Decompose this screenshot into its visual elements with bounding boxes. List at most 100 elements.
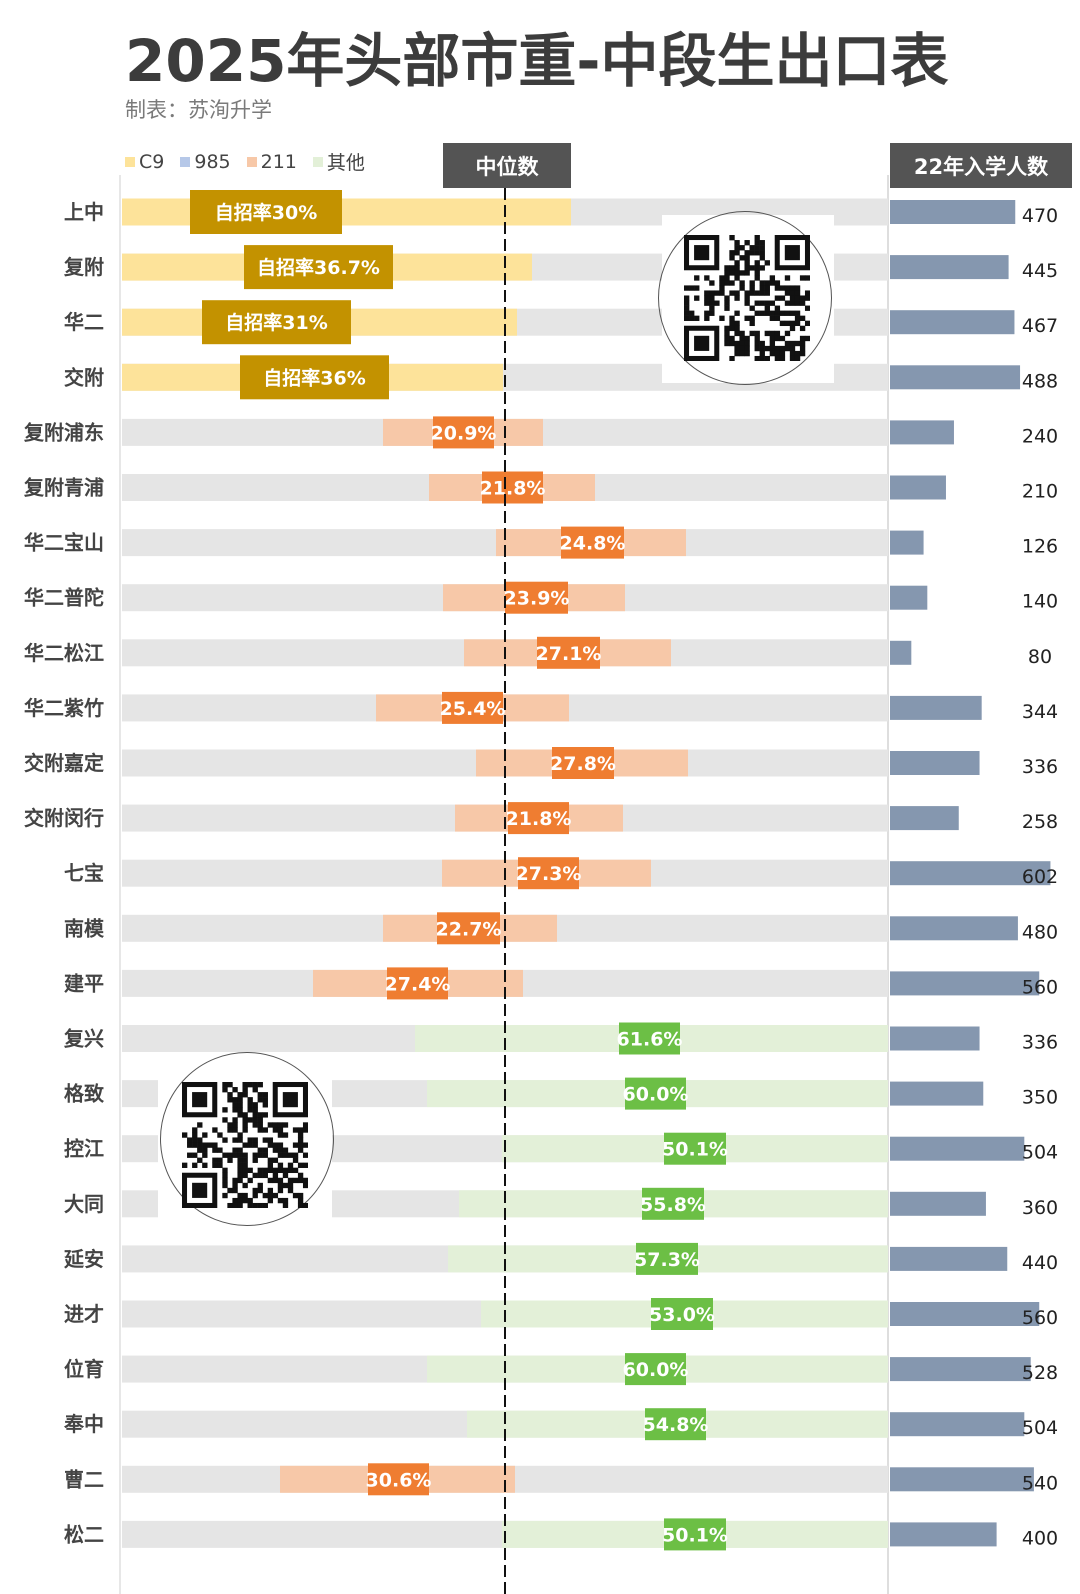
- qr-module: [744, 250, 750, 256]
- rate-label: 27.4%: [385, 973, 451, 995]
- qr-module: [789, 320, 796, 327]
- qr-module: [262, 1167, 268, 1174]
- qr-module: [739, 340, 745, 347]
- enrollment-label: 126: [1022, 536, 1058, 558]
- qr-module: [739, 270, 745, 276]
- qr-module: [729, 280, 735, 286]
- qr-module: [237, 1107, 243, 1113]
- qr-module: [242, 1167, 248, 1174]
- qr-module: [222, 1082, 228, 1088]
- qr-module: [187, 1152, 193, 1158]
- qr-module: [734, 345, 740, 352]
- qr-module: [202, 1142, 208, 1148]
- qr-module: [709, 290, 715, 296]
- qr-module: [262, 1192, 268, 1199]
- qr-module: [794, 350, 801, 357]
- qr-module: [789, 310, 796, 316]
- qr-module: [749, 285, 755, 291]
- qr-module: [262, 1112, 268, 1118]
- qr-module: [789, 325, 796, 332]
- qr-module: [282, 1167, 289, 1174]
- qr-module: [749, 320, 755, 327]
- qr-module: [257, 1097, 263, 1103]
- qr-module: [744, 265, 750, 271]
- qr-module: [232, 1152, 238, 1158]
- qr-module: [192, 1127, 198, 1133]
- qr-finder: [694, 335, 710, 351]
- qr-module: [267, 1167, 274, 1174]
- qr-module: [784, 345, 791, 352]
- qr-module: [302, 1142, 308, 1148]
- qr-module: [744, 255, 750, 261]
- qr-module: [694, 285, 700, 291]
- qr-module: [292, 1157, 299, 1163]
- qr-ring-bottom: [160, 1052, 334, 1226]
- qr-module: [207, 1142, 213, 1148]
- qr-module: [749, 265, 755, 271]
- qr-module: [242, 1182, 248, 1189]
- qr-module: [212, 1147, 218, 1153]
- qr-module: [302, 1162, 308, 1168]
- rate-label: 23.9%: [504, 588, 570, 610]
- qr-module: [754, 250, 760, 256]
- qr-module: [779, 285, 786, 291]
- qr-module: [774, 315, 781, 321]
- qr-module: [247, 1102, 253, 1108]
- qr-module: [222, 1117, 228, 1123]
- qr-module: [232, 1202, 238, 1208]
- enrollment-label: 470: [1022, 205, 1058, 227]
- qr-module: [799, 325, 806, 332]
- qr-module: [237, 1102, 243, 1108]
- qr-module: [719, 280, 725, 286]
- qr-module: [297, 1137, 304, 1143]
- qr-module: [222, 1152, 228, 1158]
- qr-module: [282, 1202, 289, 1208]
- enrollment-bar: [890, 255, 1009, 280]
- rate-label: 50.1%: [662, 1139, 728, 1161]
- qr-module: [242, 1082, 248, 1088]
- qr-module: [704, 310, 710, 316]
- enrollment-bar: [890, 751, 980, 775]
- rate-label-box: [442, 691, 503, 724]
- qr-module: [784, 330, 791, 337]
- category-label: 控江: [64, 1137, 104, 1161]
- qr-module: [232, 1147, 238, 1153]
- qr-module: [704, 315, 710, 321]
- qr-module: [759, 355, 765, 361]
- qr-module: [267, 1197, 274, 1204]
- qr-module: [764, 285, 770, 291]
- rate-label: 自招率36%: [263, 366, 365, 389]
- qr-finder: [694, 245, 710, 261]
- qr-module: [202, 1152, 208, 1158]
- qr-module: [734, 260, 740, 266]
- qr-module: [744, 350, 750, 357]
- qr-module: [714, 300, 720, 306]
- qr-module: [739, 285, 745, 291]
- qr-module: [262, 1137, 268, 1143]
- qr-module: [282, 1172, 289, 1179]
- category-label: 华二普陀: [24, 586, 104, 610]
- qr-module: [764, 260, 770, 266]
- qr-module: [232, 1117, 238, 1123]
- qr-module: [734, 310, 740, 316]
- qr-module: [227, 1082, 233, 1088]
- qr-module: [247, 1177, 253, 1184]
- rate-label: 20.9%: [431, 422, 497, 444]
- qr-module: [262, 1097, 268, 1103]
- qr-module: [789, 295, 796, 301]
- qr-module: [287, 1177, 294, 1184]
- qr-module: [282, 1197, 289, 1204]
- qr-module: [759, 285, 765, 291]
- category-label: 华二紫竹: [24, 696, 104, 720]
- qr-module: [734, 240, 740, 246]
- qr-module: [267, 1162, 274, 1168]
- qr-module: [242, 1112, 248, 1118]
- qr-module: [754, 245, 760, 251]
- rate-label: 53.0%: [649, 1304, 715, 1326]
- qr-module: [242, 1172, 248, 1179]
- page-title: 2025年头部市重-中段生出口表: [125, 27, 949, 95]
- qr-module: [227, 1187, 233, 1194]
- rate-label: 61.6%: [617, 1029, 683, 1051]
- rate-label-box: [482, 471, 543, 504]
- qr-module: [754, 355, 760, 361]
